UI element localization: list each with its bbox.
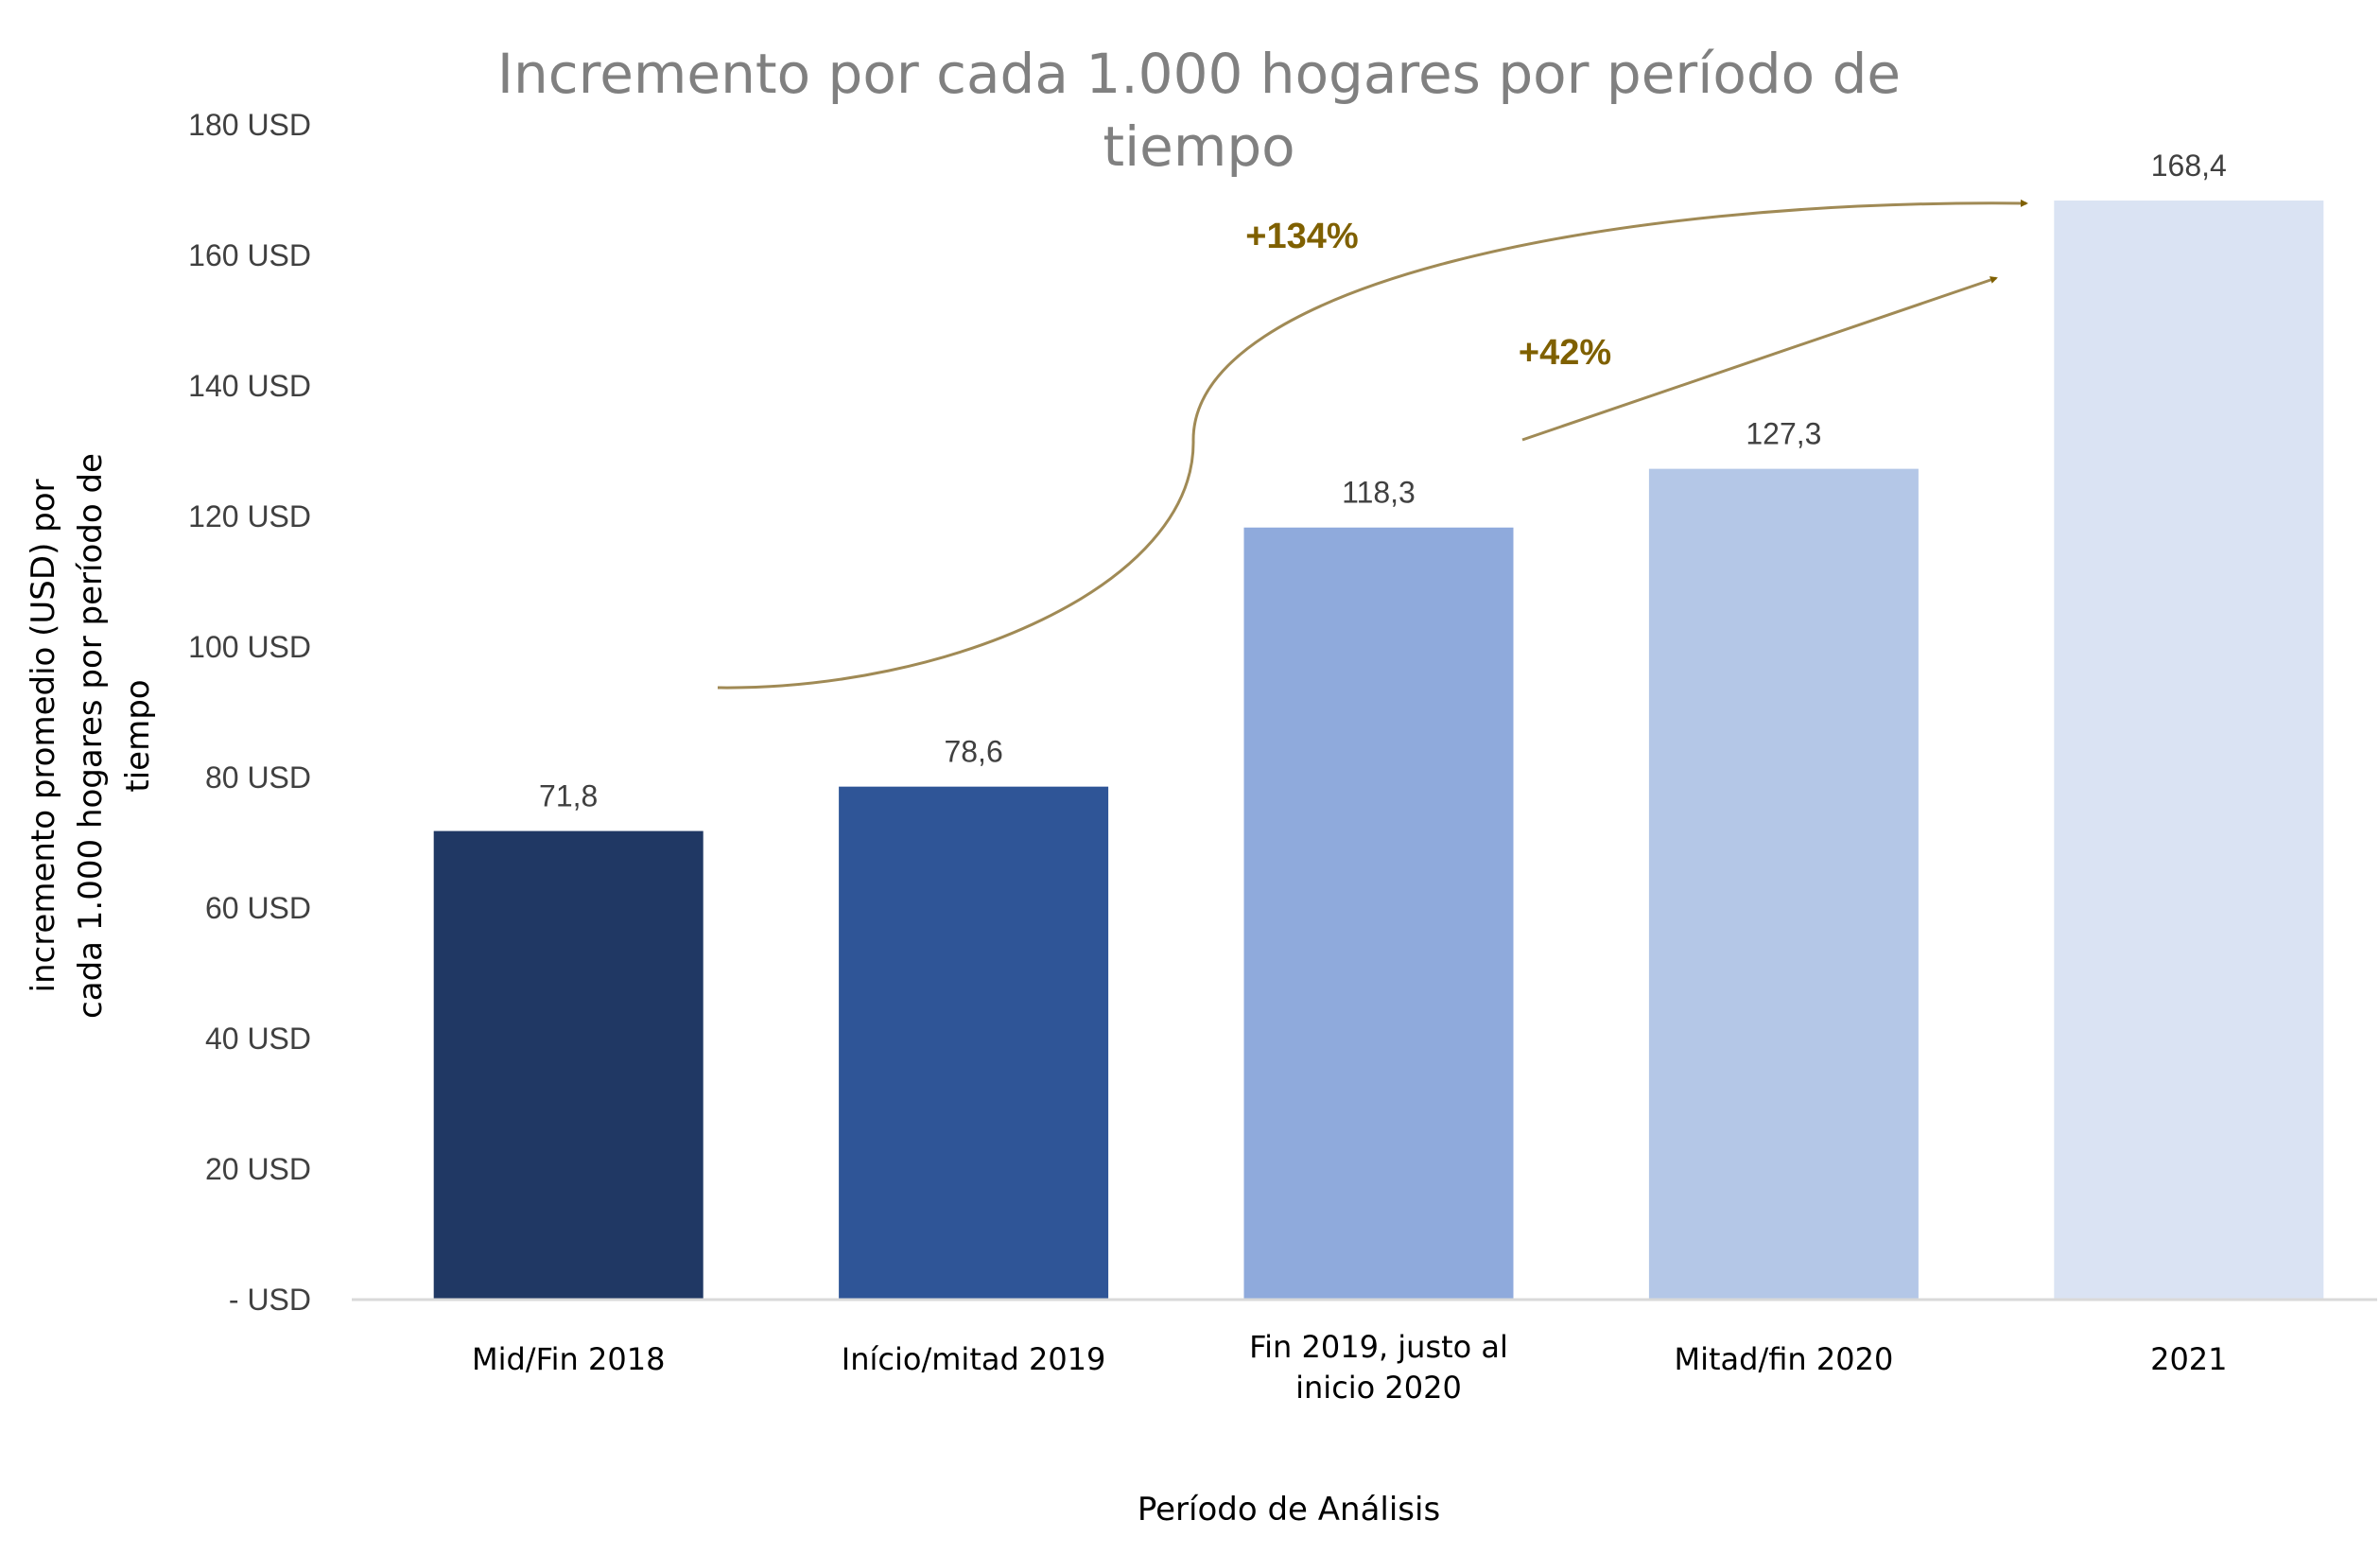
annotation-label-134: +134% <box>1245 217 1358 256</box>
data-label: 118,3 <box>1342 476 1416 510</box>
x-tick-label: Mid/Fin 2018 <box>472 1341 665 1377</box>
data-label: 78,6 <box>944 735 1002 769</box>
y-tick-label: 100 USD <box>188 630 311 664</box>
y-tick-label: 20 USD <box>205 1152 311 1186</box>
y-tick-label: 40 USD <box>205 1022 311 1056</box>
chart-title-line-1: Incremento por cada 1.000 hogares por pe… <box>497 42 1901 106</box>
y-tick-label: 160 USD <box>188 238 311 272</box>
x-tick-label: Mitad/fin 2020 <box>1675 1341 1894 1377</box>
x-axis-label: Período de Análisis <box>1138 1491 1440 1529</box>
y-tick-label: 140 USD <box>188 369 311 403</box>
y-axis-label-line-1: incremento promedio (USD) por <box>25 479 62 992</box>
y-tick-label: - USD <box>229 1283 311 1317</box>
x-tick-label: Início/mitad 2019 <box>842 1341 1106 1377</box>
y-axis-label-line-3: tiempo <box>119 679 157 792</box>
data-label: 127,3 <box>1746 417 1821 451</box>
chart-title-line-2: tiempo <box>1103 114 1294 179</box>
data-label: 168,4 <box>2151 149 2227 183</box>
annotation-label-42: +42% <box>1519 333 1611 373</box>
bar <box>2054 201 2324 1300</box>
y-axis-label-line-2: cada 1.000 hogares por período de <box>72 453 110 1019</box>
y-tick-label: 120 USD <box>188 499 311 533</box>
annotation-arrow-134 <box>717 199 2028 690</box>
y-tick-label: 60 USD <box>205 891 311 925</box>
bar <box>433 830 704 1300</box>
data-label: 71,8 <box>539 779 598 813</box>
bar <box>1648 468 1919 1300</box>
y-tick-label: 180 USD <box>188 108 311 142</box>
bar <box>1243 527 1514 1300</box>
x-tick-label: 2021 <box>2150 1341 2227 1377</box>
annotation-arrow-42 <box>1521 276 1998 442</box>
x-tick-label: inicio 2020 <box>1295 1370 1462 1406</box>
bar <box>839 786 1109 1300</box>
x-tick-label: Fin 2019, justo al <box>1249 1329 1508 1365</box>
y-tick-label: 80 USD <box>205 760 311 795</box>
